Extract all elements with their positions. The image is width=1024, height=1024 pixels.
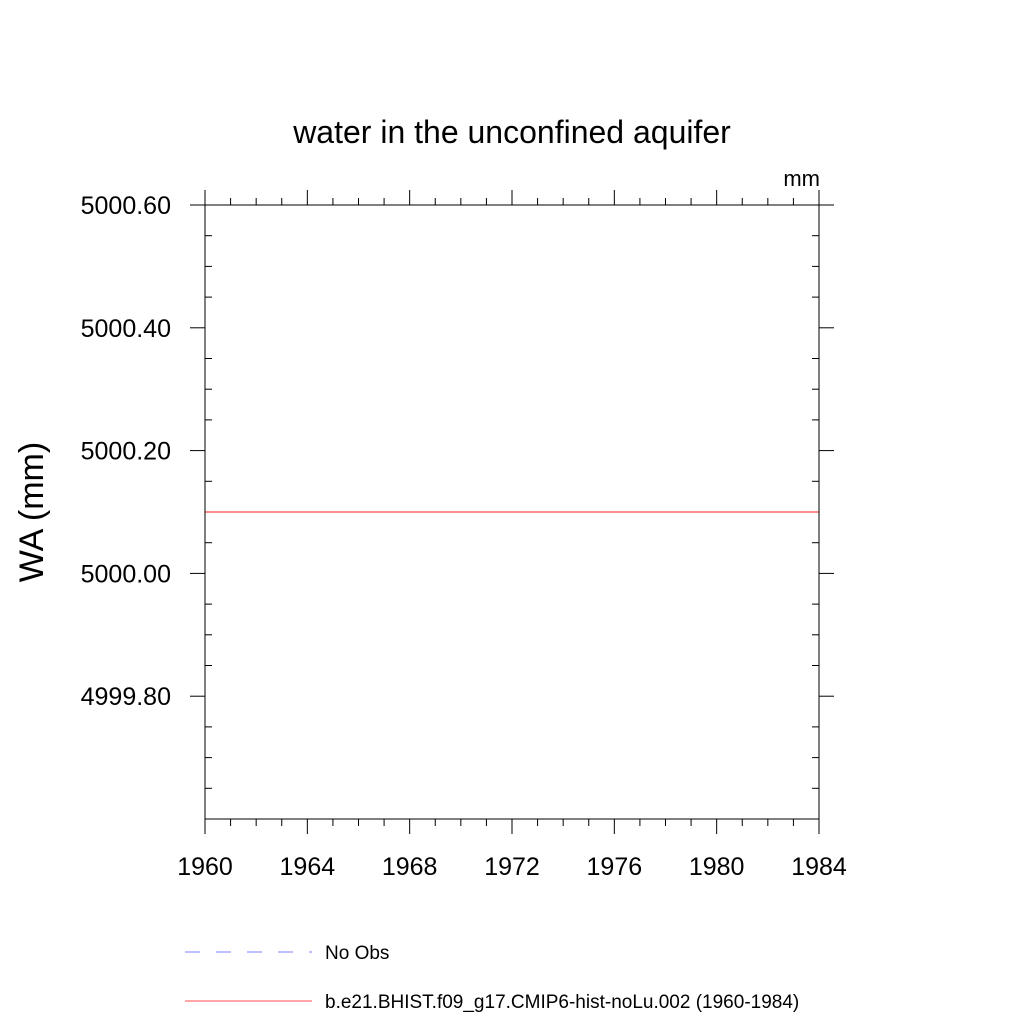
x-tick-label: 1968 [382,853,438,881]
x-tick-label: 1976 [587,853,643,881]
x-tick-label: 1972 [484,853,540,881]
legend-label: No Obs [325,943,389,964]
y-tick-label: 5000.60 [81,192,171,220]
y-axis-label: WA (mm) [13,442,51,582]
legend-label: b.e21.BHIST.f09_g17.CMIP6-hist-noLu.002 … [325,992,799,1013]
x-tick-label: 1984 [791,853,847,881]
legend: No Obs b.e21.BHIST.f09_g17.CMIP6-hist-noL… [185,943,799,1013]
x-tick-label: 1964 [280,853,336,881]
x-tick-label: 1980 [689,853,745,881]
plot-frame [204,204,820,820]
x-tick-label: 1960 [177,853,233,881]
units-label: mm [783,166,820,191]
chart-title: water in the unconfined aquifer [292,114,731,150]
y-tick-label: 5000.40 [81,315,171,343]
y-tick-label: 5000.20 [81,438,171,466]
y-tick-label: 5000.00 [81,560,171,588]
y-tick-label: 4999.80 [81,683,171,711]
axis-ticks: 1960 1964 1968 1972 1976 1980 1984 4999.80 5000.… [81,190,847,881]
